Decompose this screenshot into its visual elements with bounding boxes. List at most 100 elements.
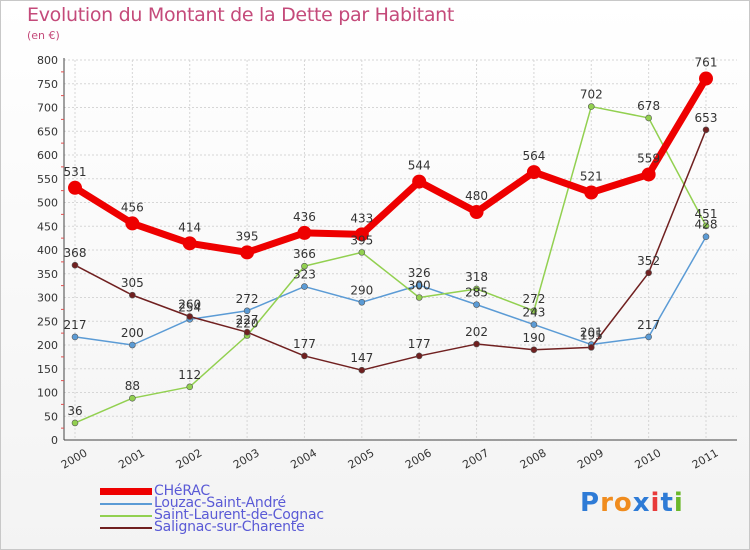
data-label: 368 — [64, 246, 87, 260]
legend-label: Saint-Laurent-de-Cognac — [154, 507, 324, 523]
data-point — [530, 321, 538, 328]
x-tick-label: 2002 — [174, 446, 205, 471]
data-point — [702, 126, 710, 134]
y-tick-label: 450 — [37, 220, 58, 233]
data-point — [354, 227, 369, 242]
y-tick-label: 800 — [37, 54, 58, 67]
data-label: 177 — [293, 337, 316, 351]
data-label: 260 — [178, 298, 201, 312]
data-label: 366 — [293, 247, 316, 261]
data-point — [358, 298, 366, 306]
legend-swatch — [100, 488, 152, 495]
series-line-0 — [71, 75, 710, 256]
legend-swatch — [100, 527, 152, 529]
data-point — [186, 313, 194, 320]
data-point — [645, 114, 652, 122]
data-point — [526, 165, 541, 180]
data-label: 300 — [408, 279, 431, 293]
data-point — [415, 281, 423, 289]
data-point — [473, 340, 480, 348]
data-point — [702, 233, 710, 240]
chart-title: Evolution du Montant de la Dette par Hab… — [27, 4, 455, 26]
x-tick-label: 2011 — [690, 446, 721, 471]
data-point — [243, 328, 251, 336]
data-label: 414 — [178, 220, 201, 234]
x-tick-label: 2008 — [518, 446, 549, 471]
data-label: 202 — [465, 325, 488, 339]
data-point — [584, 185, 599, 200]
x-tick-label: 2009 — [575, 446, 606, 471]
data-point — [71, 419, 79, 427]
data-point — [186, 383, 194, 391]
data-label: 177 — [408, 337, 431, 351]
data-label: 323 — [293, 268, 316, 282]
y-tick-label: 500 — [37, 197, 58, 210]
x-tick-label: 2000 — [59, 446, 90, 471]
data-point — [530, 346, 538, 354]
data-point — [301, 262, 308, 270]
legend-label: Louzac-Saint-André — [154, 495, 286, 511]
y-tick-label: 250 — [37, 315, 58, 328]
data-label: 112 — [178, 368, 201, 382]
x-tick-label: 2001 — [116, 446, 147, 471]
x-tick-label: 2003 — [231, 446, 262, 471]
y-tick-label: 150 — [37, 363, 58, 376]
data-label: 428 — [695, 218, 718, 232]
y-tick-label: 0 — [51, 434, 58, 447]
data-point — [243, 307, 251, 315]
data-label: 318 — [465, 270, 488, 284]
x-tick-label: 2005 — [346, 446, 377, 471]
data-label: 290 — [350, 283, 373, 297]
y-tick-label: 550 — [37, 173, 58, 186]
data-point — [71, 261, 79, 269]
legend-label: CHéRAC — [154, 483, 210, 499]
data-point — [301, 352, 308, 360]
data-label: 217 — [637, 318, 660, 332]
data-point — [71, 333, 79, 341]
data-label: 147 — [350, 351, 373, 365]
data-point — [297, 225, 312, 240]
series-line-2 — [74, 105, 707, 424]
data-point — [68, 180, 82, 195]
y-tick-label: 300 — [37, 292, 58, 305]
y-tick-label: 700 — [37, 102, 58, 115]
data-label: 761 — [695, 56, 718, 70]
data-label: 653 — [695, 111, 718, 125]
data-label: 559 — [637, 151, 660, 165]
data-label: 285 — [465, 286, 488, 300]
logo-letter: P — [580, 488, 601, 518]
data-label: 200 — [121, 326, 144, 340]
series-line-3 — [74, 129, 707, 371]
data-point — [699, 71, 713, 86]
data-label: 195 — [580, 328, 603, 342]
data-point — [473, 301, 480, 308]
data-point — [129, 394, 136, 402]
data-label: 433 — [350, 211, 373, 225]
data-point — [702, 222, 710, 230]
x-tick-label: 2004 — [288, 446, 319, 471]
data-label: 456 — [121, 200, 144, 214]
series-line-1 — [74, 235, 707, 346]
data-label: 190 — [522, 331, 545, 345]
data-point — [415, 294, 423, 301]
logo-letter: t — [660, 488, 674, 518]
proxiti-logo: Proxiti — [580, 488, 684, 518]
data-label: 544 — [408, 159, 431, 173]
data-label: 243 — [522, 306, 545, 320]
logo-letter: x — [632, 488, 651, 518]
y-tick-label: 200 — [37, 339, 58, 352]
data-label: 217 — [64, 318, 87, 332]
legend-label: Salignac-sur-Charente — [154, 519, 305, 535]
data-point — [415, 352, 423, 360]
data-label: 480 — [465, 189, 488, 203]
data-point — [129, 291, 136, 299]
data-point — [358, 249, 366, 256]
logo-letter: i — [673, 488, 684, 518]
data-point — [358, 366, 366, 374]
data-point — [240, 245, 255, 260]
legend-swatch — [100, 503, 152, 505]
x-tick-label: 2010 — [633, 446, 664, 471]
data-point — [587, 344, 595, 351]
